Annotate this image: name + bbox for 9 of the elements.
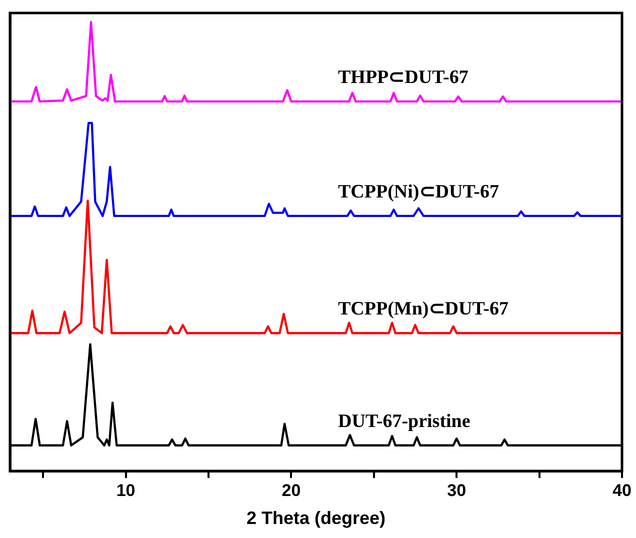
x-tick-label: 40 (612, 480, 632, 500)
series-label: THPP⊂DUT-67 (338, 66, 469, 88)
x-tick-label: 10 (116, 480, 136, 500)
x-tick-label: 20 (282, 480, 301, 500)
series-label: TCPP(Mn)⊂DUT-67 (338, 298, 509, 320)
series-label: TCPP(Ni)⊂DUT-67 (338, 181, 500, 202)
x-axis-title: 2 Theta (degree) (246, 508, 386, 528)
x-tick-label: 30 (447, 480, 466, 500)
series-label: DUT-67-pristine (338, 410, 470, 432)
